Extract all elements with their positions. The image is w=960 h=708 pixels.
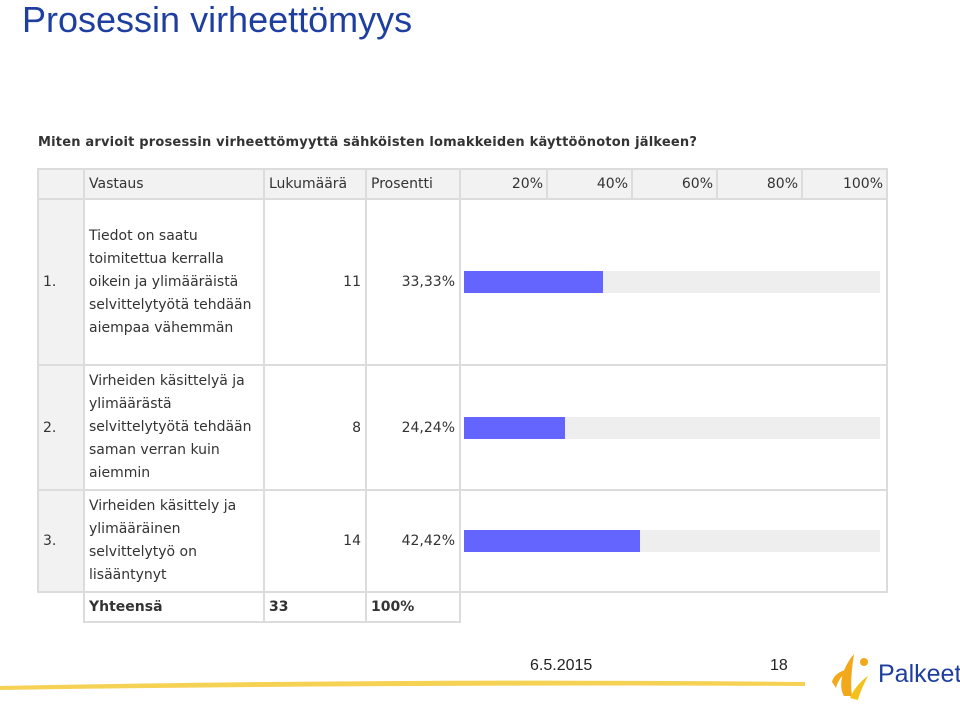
answer-percent: 42,42% (365, 489, 461, 593)
table-row: 3. Virheiden käsittely ja ylimääräinen s… (37, 489, 888, 593)
scale-tick: 40% (546, 170, 631, 198)
header-count: Lukumäärä (263, 168, 367, 200)
scale-tick: 20% (511, 176, 543, 192)
bar-track (464, 271, 880, 293)
header-answer: Vastaus (83, 168, 265, 200)
bar-cell (459, 364, 888, 491)
header-num-cell (37, 168, 85, 200)
answer-text: Virheiden käsittelyä ja ylimäärästä selv… (83, 364, 265, 491)
header-row: Vastaus Lukumäärä Prosentti 20% 40% 60% … (37, 168, 888, 200)
header-scale: 20% 40% 60% 80% 100% (459, 168, 888, 200)
answer-percent: 33,33% (365, 198, 461, 366)
bar (464, 530, 641, 552)
bar-cell (459, 489, 888, 593)
logo-text: Palkeet (878, 660, 960, 688)
scale-tick: 60% (631, 170, 716, 198)
answer-count: 8 (263, 364, 367, 491)
scale-tick: 100% (801, 170, 886, 198)
total-blank (460, 592, 887, 622)
table-row: 2. Virheiden käsittelyä ja ylimäärästä s… (37, 364, 888, 491)
answer-text: Virheiden käsittely ja ylimääräinen selv… (83, 489, 265, 593)
page-number: 18 (770, 657, 788, 674)
total-count: 33 (263, 591, 367, 623)
slide-title: Prosessin virheettömyys (22, 0, 413, 40)
header-percent: Prosentti (365, 168, 461, 200)
total-label: Yhteensä (83, 591, 265, 623)
total-blank (38, 592, 84, 622)
row-number: 1. (37, 198, 85, 366)
row-number: 2. (37, 364, 85, 491)
footer-accent-line (0, 680, 805, 690)
slide-date: 6.5.2015 (530, 657, 593, 674)
bar (464, 271, 603, 293)
answer-count: 11 (263, 198, 367, 366)
table-row: 1. Tiedot on saatu toimitettua kerralla … (37, 198, 888, 366)
bar-track (464, 530, 880, 552)
answer-text: Tiedot on saatu toimitettua kerralla oik… (83, 198, 265, 366)
results-table: Vastaus Lukumäärä Prosentti 20% 40% 60% … (37, 168, 888, 623)
row-number: 3. (37, 489, 85, 593)
total-percent: 100% (365, 591, 461, 623)
bar-cell (459, 198, 888, 366)
answer-count: 14 (263, 489, 367, 593)
palkeet-logo-icon (832, 654, 868, 700)
scale-tick: 80% (716, 170, 801, 198)
bar-track (464, 416, 880, 439)
bar (464, 416, 565, 439)
total-row: Yhteensä 33 100% (38, 591, 887, 623)
survey-question: Miten arvioit prosessin virheettömyyttä … (38, 135, 698, 150)
answer-percent: 24,24% (365, 364, 461, 491)
